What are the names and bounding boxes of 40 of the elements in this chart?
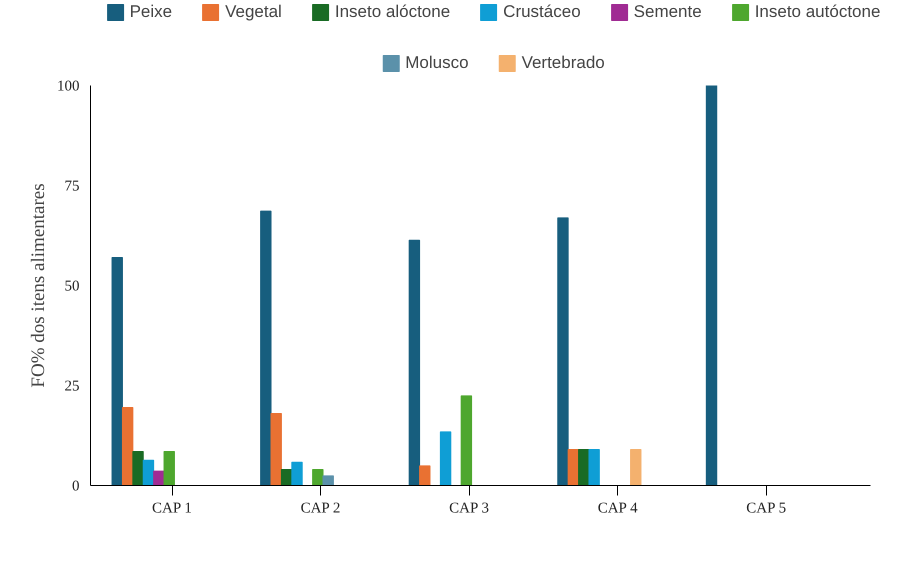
- bar: [280, 469, 292, 486]
- bar: [112, 257, 123, 486]
- x-tick-label: CAP 1: [152, 500, 192, 516]
- x-tick-label: CAP 4: [598, 500, 638, 516]
- bar: [460, 395, 472, 486]
- legend-label: Peixe: [130, 2, 172, 22]
- y-tick-label: 75: [64, 178, 80, 194]
- bar: [630, 449, 642, 486]
- y-tick-label: 0: [72, 478, 80, 494]
- legend-label: Molusco: [405, 53, 469, 73]
- x-tick-label: CAP 5: [746, 500, 786, 516]
- bar: [260, 210, 272, 486]
- bar: [312, 469, 324, 486]
- legend-label: Inseto alóctone: [334, 2, 450, 22]
- bar: [142, 460, 154, 486]
- bar: [419, 465, 430, 486]
- bar: [440, 431, 452, 486]
- bar: [588, 449, 600, 486]
- legend-label: Vertebrado: [522, 53, 605, 73]
- y-tick-label: 50: [64, 278, 80, 294]
- legend-label: Crustáceo: [503, 2, 581, 22]
- bar: [164, 451, 175, 486]
- y-tick-label: 100: [57, 78, 80, 94]
- bar: [557, 217, 569, 486]
- legend-label: Semente: [634, 2, 702, 22]
- bar: [408, 240, 420, 486]
- bar: [270, 413, 282, 486]
- bar: [322, 475, 334, 486]
- bar: [153, 470, 165, 486]
- bar: [578, 449, 590, 486]
- legend-label: Vegetal: [225, 2, 282, 22]
- bar: [568, 449, 580, 486]
- legend-label: Inseto autóctone: [754, 2, 880, 22]
- y-tick-label: 25: [64, 378, 80, 394]
- bar: [706, 86, 718, 486]
- y-axis-title: FO% dos itens alimentares: [28, 183, 49, 388]
- x-tick-label: CAP 2: [300, 500, 340, 516]
- x-tick-label: CAP 3: [449, 500, 490, 516]
- bar: [291, 462, 303, 486]
- bar: [122, 407, 134, 486]
